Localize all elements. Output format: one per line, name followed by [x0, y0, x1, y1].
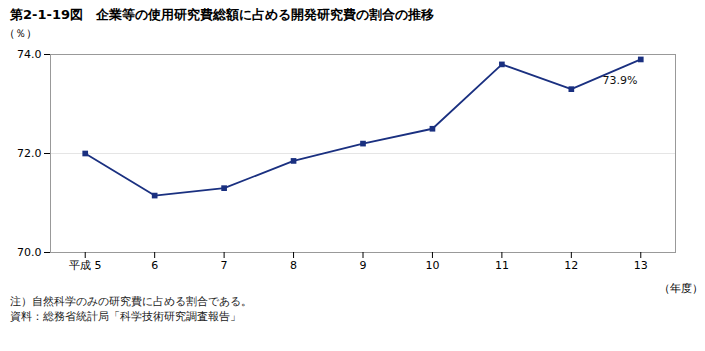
svg-text:9: 9: [360, 259, 367, 272]
svg-text:73.9%: 73.9%: [603, 74, 638, 87]
svg-text:70.0: 70.0: [17, 246, 42, 259]
svg-text:10: 10: [425, 259, 439, 272]
svg-text:平成 5: 平成 5: [69, 259, 102, 272]
svg-text:（％）: （％）: [4, 27, 37, 40]
svg-text:11: 11: [495, 259, 509, 272]
svg-text:12: 12: [564, 259, 578, 272]
svg-text:7: 7: [221, 259, 228, 272]
svg-text:（年度）: （年度）: [659, 282, 703, 295]
svg-text:8: 8: [290, 259, 297, 272]
svg-text:74.0: 74.0: [17, 48, 42, 61]
html-text:資料：総務省統計局「科学技術研究調査報告」: 資料：総務省統計局「科学技術研究調査報告」: [10, 310, 241, 323]
html-text:第2-1-19図 企業等の使用研究費総額に占める開発研究費の: 第2-1-19図 企業等の使用研究費総額に占める開発研究費の割合の推移: [10, 7, 434, 22]
svg-text:72.0: 72.0: [17, 147, 42, 160]
html-text:注）自然科学のみの研究費に占める割合である。: 注）自然科学のみの研究費に占める割合である。: [10, 295, 252, 308]
svg-text:13: 13: [634, 259, 648, 272]
svg-text:6: 6: [151, 259, 158, 272]
